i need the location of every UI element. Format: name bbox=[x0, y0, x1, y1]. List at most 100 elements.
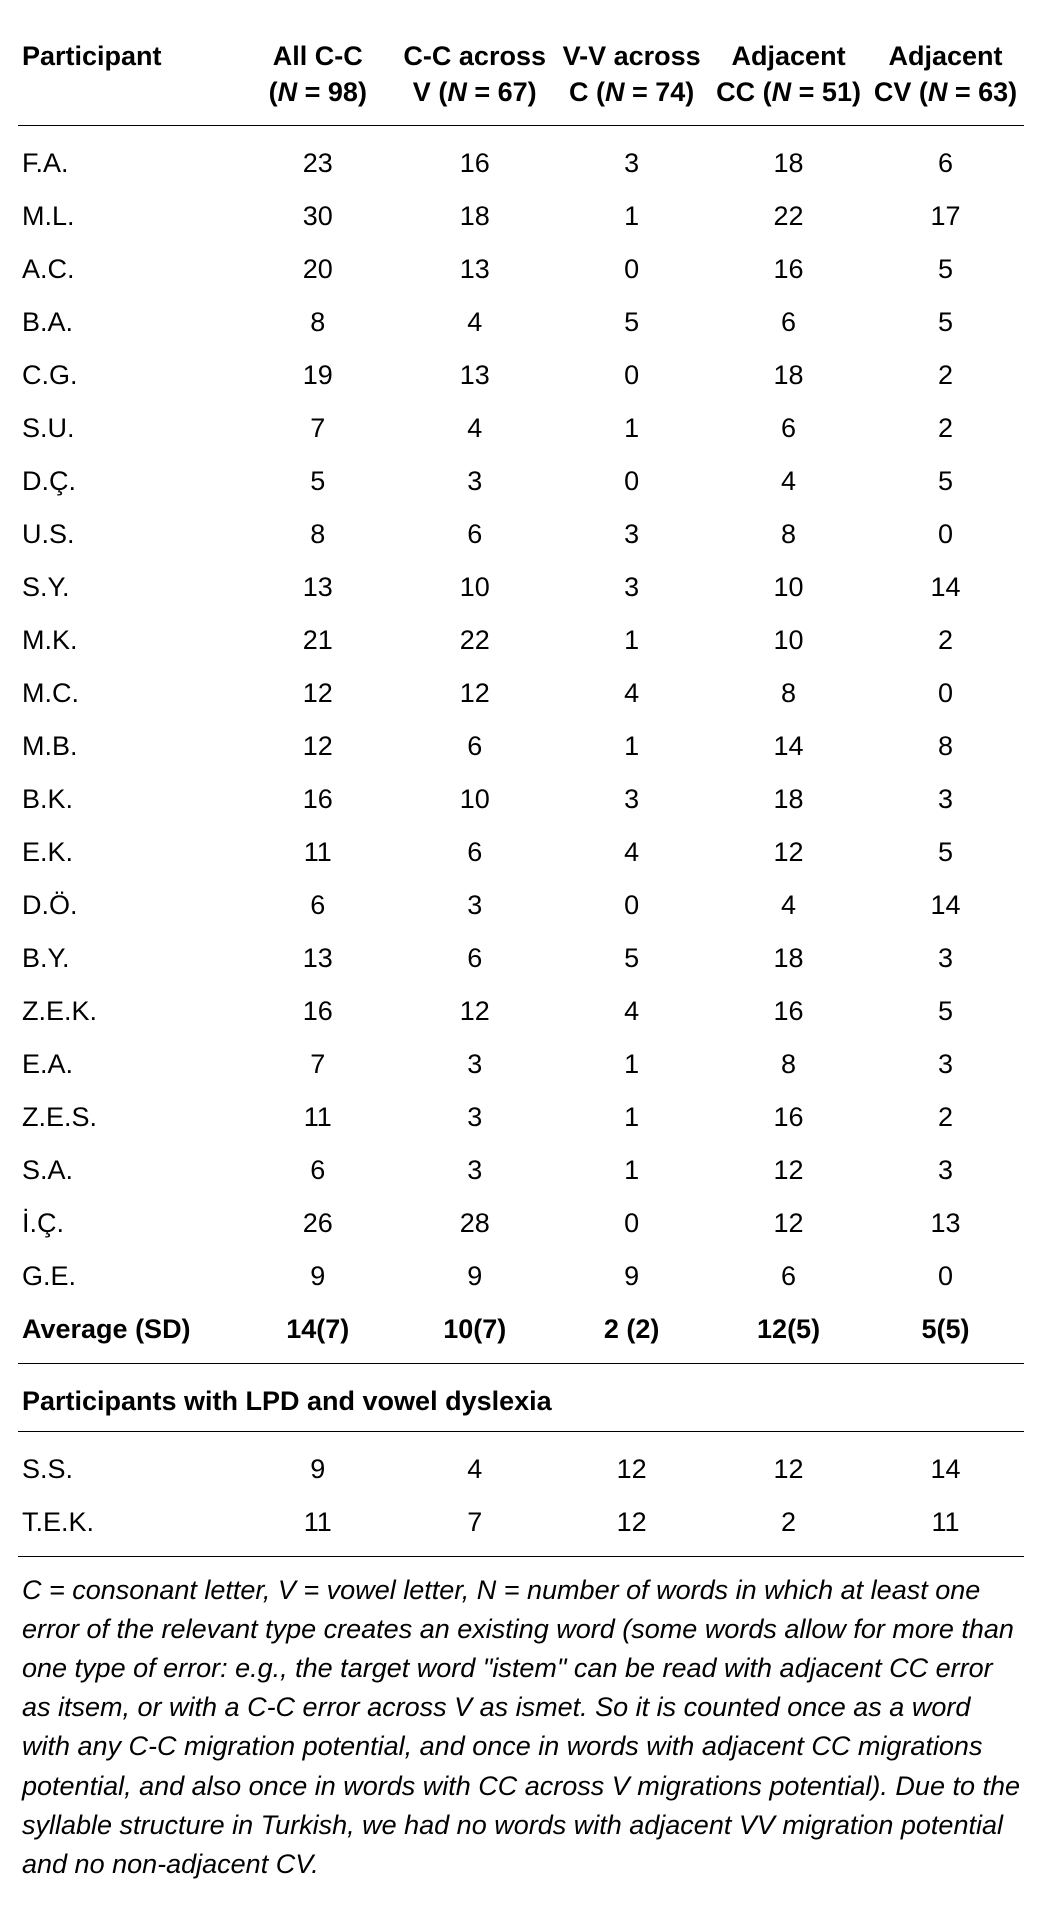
value-cell: 3 bbox=[396, 1144, 553, 1197]
value-cell: 6 bbox=[239, 879, 396, 932]
value-cell: 17 bbox=[867, 190, 1024, 243]
value-cell: 3 bbox=[867, 1038, 1024, 1091]
participant-cell: S.Y. bbox=[18, 561, 239, 614]
value-cell: 3 bbox=[553, 125, 710, 190]
value-cell: 4 bbox=[553, 667, 710, 720]
participant-cell: M.L. bbox=[18, 190, 239, 243]
value-cell: 8 bbox=[710, 667, 867, 720]
col-header-participant: Participant bbox=[18, 20, 239, 125]
value-cell: 2 bbox=[867, 614, 1024, 667]
value-cell: 4 bbox=[396, 296, 553, 349]
value-cell: 6 bbox=[867, 125, 1024, 190]
participant-cell: B.K. bbox=[18, 773, 239, 826]
value-cell: 4 bbox=[710, 879, 867, 932]
table-row: E.A.73183 bbox=[18, 1038, 1024, 1091]
table-row: M.L.301812217 bbox=[18, 190, 1024, 243]
value-cell: 6 bbox=[396, 932, 553, 985]
table-row: C.G.19130182 bbox=[18, 349, 1024, 402]
value-cell: 6 bbox=[396, 508, 553, 561]
participant-cell: D.Ö. bbox=[18, 879, 239, 932]
value-cell: 5 bbox=[553, 296, 710, 349]
participant-cell: M.C. bbox=[18, 667, 239, 720]
participant-cell: D.Ç. bbox=[18, 455, 239, 508]
value-cell: 3 bbox=[867, 932, 1024, 985]
value-cell: 2 bbox=[710, 1496, 867, 1557]
table-row: İ.Ç.262801213 bbox=[18, 1197, 1024, 1250]
value-cell: 6 bbox=[396, 720, 553, 773]
table-row: G.E.99960 bbox=[18, 1250, 1024, 1303]
value-cell: 8 bbox=[239, 508, 396, 561]
table-row: M.B.1261148 bbox=[18, 720, 1024, 773]
col-header-1: All C-C (N = 98) bbox=[239, 20, 396, 125]
value-cell: 5 bbox=[867, 243, 1024, 296]
value-cell: 13 bbox=[396, 349, 553, 402]
table-body-main: F.A.23163186M.L.301812217A.C.20130165B.A… bbox=[18, 125, 1024, 1303]
value-cell: 1 bbox=[553, 1038, 710, 1091]
avg-cell: 14(7) bbox=[239, 1303, 396, 1364]
value-cell: 12 bbox=[553, 1496, 710, 1557]
table-row: S.A.631123 bbox=[18, 1144, 1024, 1197]
value-cell: 30 bbox=[239, 190, 396, 243]
section-heading: Participants with LPD and vowel dyslexia bbox=[18, 1363, 1024, 1431]
avg-cell: 10(7) bbox=[396, 1303, 553, 1364]
value-cell: 9 bbox=[239, 1250, 396, 1303]
value-cell: 5 bbox=[553, 932, 710, 985]
col-header-3: V-V across C (N = 74) bbox=[553, 20, 710, 125]
value-cell: 5 bbox=[867, 455, 1024, 508]
participant-cell: M.B. bbox=[18, 720, 239, 773]
value-cell: 14 bbox=[867, 879, 1024, 932]
participant-cell: F.A. bbox=[18, 125, 239, 190]
participant-cell: A.C. bbox=[18, 243, 239, 296]
participant-cell: T.E.K. bbox=[18, 1496, 239, 1557]
table-body-section2: S.S.94121214T.E.K.11712211 bbox=[18, 1431, 1024, 1556]
table-row: U.S.86380 bbox=[18, 508, 1024, 561]
value-cell: 5 bbox=[867, 826, 1024, 879]
value-cell: 18 bbox=[710, 125, 867, 190]
participant-cell: Z.E.S. bbox=[18, 1091, 239, 1144]
value-cell: 18 bbox=[710, 349, 867, 402]
value-cell: 0 bbox=[553, 243, 710, 296]
value-cell: 0 bbox=[867, 667, 1024, 720]
value-cell: 3 bbox=[867, 773, 1024, 826]
table-row: A.C.20130165 bbox=[18, 243, 1024, 296]
table-row: S.S.94121214 bbox=[18, 1431, 1024, 1496]
value-cell: 12 bbox=[239, 720, 396, 773]
value-cell: 5 bbox=[239, 455, 396, 508]
value-cell: 10 bbox=[396, 561, 553, 614]
value-cell: 22 bbox=[710, 190, 867, 243]
table-row: D.Ç.53045 bbox=[18, 455, 1024, 508]
value-cell: 12 bbox=[396, 985, 553, 1038]
value-cell: 13 bbox=[239, 932, 396, 985]
value-cell: 8 bbox=[710, 1038, 867, 1091]
value-cell: 13 bbox=[396, 243, 553, 296]
value-cell: 16 bbox=[710, 985, 867, 1038]
value-cell: 7 bbox=[239, 402, 396, 455]
value-cell: 3 bbox=[396, 1038, 553, 1091]
value-cell: 18 bbox=[396, 190, 553, 243]
table-row: F.A.23163186 bbox=[18, 125, 1024, 190]
value-cell: 12 bbox=[710, 1144, 867, 1197]
avg-cell: 2 (2) bbox=[553, 1303, 710, 1364]
value-cell: 14 bbox=[710, 720, 867, 773]
value-cell: 0 bbox=[553, 349, 710, 402]
value-cell: 22 bbox=[396, 614, 553, 667]
value-cell: 13 bbox=[239, 561, 396, 614]
data-table: Participant All C-C (N = 98) C-C across … bbox=[18, 20, 1024, 1557]
value-cell: 2 bbox=[867, 402, 1024, 455]
value-cell: 8 bbox=[239, 296, 396, 349]
col-header-5: Adjacent CV (N = 63) bbox=[867, 20, 1024, 125]
value-cell: 3 bbox=[396, 455, 553, 508]
value-cell: 1 bbox=[553, 1091, 710, 1144]
value-cell: 3 bbox=[553, 561, 710, 614]
table-row: E.K.1164125 bbox=[18, 826, 1024, 879]
participant-cell: S.S. bbox=[18, 1431, 239, 1496]
col-header-2: C-C across V (N = 67) bbox=[396, 20, 553, 125]
value-cell: 5 bbox=[867, 985, 1024, 1038]
table-head: Participant All C-C (N = 98) C-C across … bbox=[18, 20, 1024, 125]
participant-cell: E.K. bbox=[18, 826, 239, 879]
average-row: Average (SD) 14(7) 10(7) 2 (2) 12(5) 5(5… bbox=[18, 1303, 1024, 1364]
value-cell: 3 bbox=[867, 1144, 1024, 1197]
value-cell: 3 bbox=[553, 773, 710, 826]
value-cell: 12 bbox=[710, 1197, 867, 1250]
value-cell: 16 bbox=[710, 243, 867, 296]
